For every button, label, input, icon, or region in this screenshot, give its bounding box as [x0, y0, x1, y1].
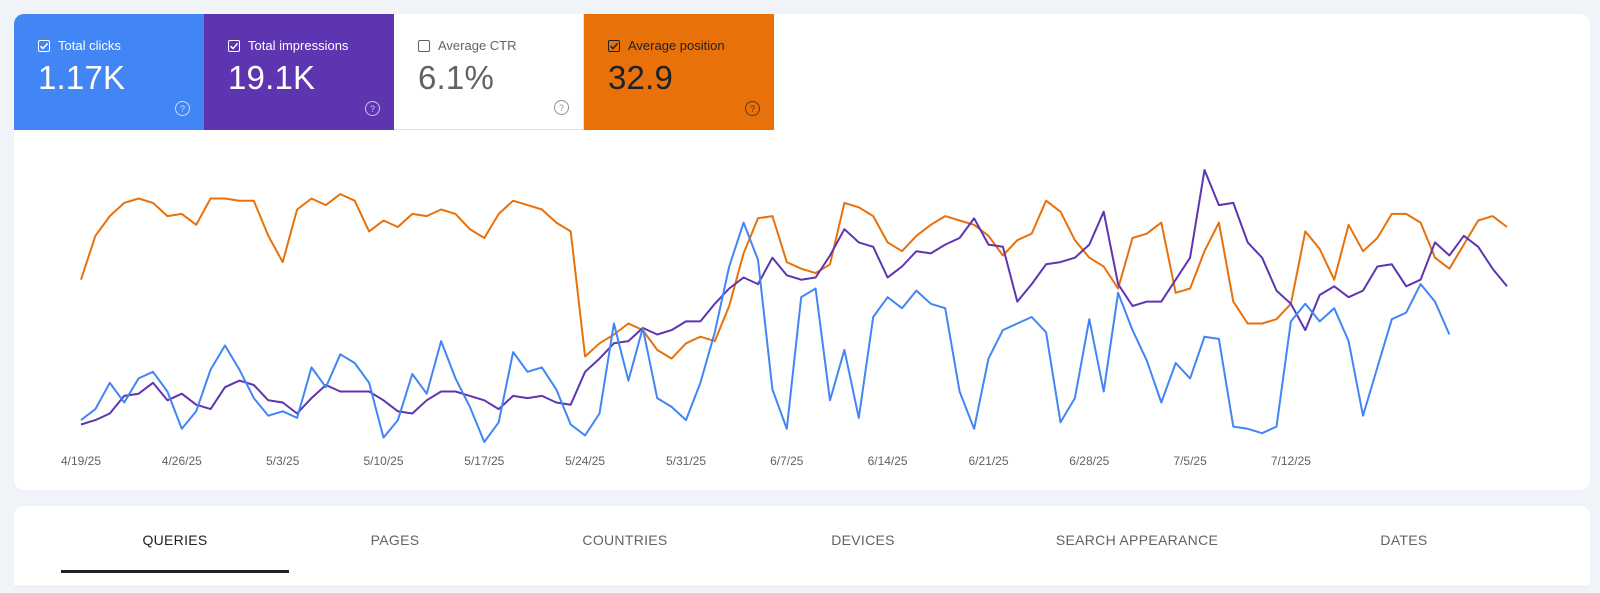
tab-countries[interactable]: COUNTRIES	[540, 506, 710, 573]
checkbox-checked-icon[interactable]	[228, 39, 240, 52]
x-tick-label: 5/24/25	[565, 454, 605, 468]
tab-search-appearance[interactable]: SEARCH APPEARANCE	[1032, 506, 1242, 573]
metric-value: 6.1%	[418, 59, 495, 96]
checkbox-checked-icon[interactable]	[38, 39, 50, 52]
series-line-total-impressions	[80, 169, 1508, 426]
tab-label: COUNTRIES	[582, 531, 668, 548]
metric-label: Total clicks	[58, 38, 121, 53]
tab-pages[interactable]: PAGES	[310, 506, 480, 573]
metric-value: 19.1K	[228, 59, 316, 96]
metric-label: Total impressions	[248, 38, 349, 53]
metric-head: Total impressions	[228, 38, 394, 53]
active-tab-indicator	[61, 570, 289, 573]
x-tick-label: 7/5/25	[1173, 454, 1207, 468]
help-icon[interactable]: ?	[175, 101, 190, 116]
x-tick-label: 6/28/25	[1069, 454, 1109, 468]
tab-label: DEVICES	[831, 531, 895, 548]
metric-value: 1.17K	[38, 59, 126, 96]
x-tick-label: 6/21/25	[968, 454, 1008, 468]
x-tick-label: 5/10/25	[363, 454, 403, 468]
x-tick-label: 5/31/25	[666, 454, 706, 468]
metric-label: Average position	[628, 38, 725, 53]
x-tick-label: 7/12/25	[1271, 454, 1311, 468]
tab-label: QUERIES	[142, 531, 208, 548]
x-tick-label: 4/26/25	[162, 454, 202, 468]
metric-head: Average position	[608, 38, 774, 53]
metric-value: 32.9	[608, 59, 674, 96]
metric-head: Total clicks	[38, 38, 204, 53]
tab-dates[interactable]: DATES	[1334, 506, 1474, 573]
metric-card-average-ctr[interactable]: Average CTR 6.1% ?	[394, 14, 584, 130]
dimension-tabs: QUERIES PAGES COUNTRIES DEVICES SEARCH A…	[14, 506, 1590, 587]
series-line-total-clicks	[80, 221, 1451, 443]
x-tick-label: 6/14/25	[868, 454, 908, 468]
series-line-average-position	[80, 193, 1508, 360]
metric-card-total-impressions[interactable]: Total impressions 19.1K ?	[204, 14, 394, 130]
x-tick-label: 4/19/25	[61, 454, 101, 468]
metric-cards: Total clicks 1.17K ? Total impressions 1…	[14, 14, 774, 130]
metric-card-average-position[interactable]: Average position 32.9 ?	[584, 14, 774, 130]
metric-head: Average CTR	[418, 38, 583, 53]
help-icon[interactable]: ?	[745, 101, 760, 116]
help-icon[interactable]: ?	[554, 100, 569, 115]
metric-label: Average CTR	[438, 38, 517, 53]
x-tick-label: 6/7/25	[770, 454, 804, 468]
x-tick-label: 5/3/25	[266, 454, 300, 468]
tab-queries[interactable]: QUERIES	[61, 506, 289, 573]
tab-label: DATES	[1380, 531, 1428, 548]
performance-line-chart: 4/19/25 4/26/25 5/3/25 5/10/25 5/17/25 5/24/2…	[61, 169, 1508, 468]
tab-label: PAGES	[370, 531, 420, 548]
tab-label: SEARCH APPEARANCE	[1055, 531, 1219, 548]
tab-devices[interactable]: DEVICES	[778, 506, 948, 573]
checkbox-checked-icon[interactable]	[608, 39, 620, 52]
metric-card-total-clicks[interactable]: Total clicks 1.17K ?	[14, 14, 204, 130]
x-tick-label: 5/17/25	[464, 454, 504, 468]
help-icon[interactable]: ?	[365, 101, 380, 116]
performance-card: Total clicks 1.17K ? Total impressions 1…	[14, 14, 1590, 490]
checkbox-unchecked-icon[interactable]	[418, 39, 430, 52]
